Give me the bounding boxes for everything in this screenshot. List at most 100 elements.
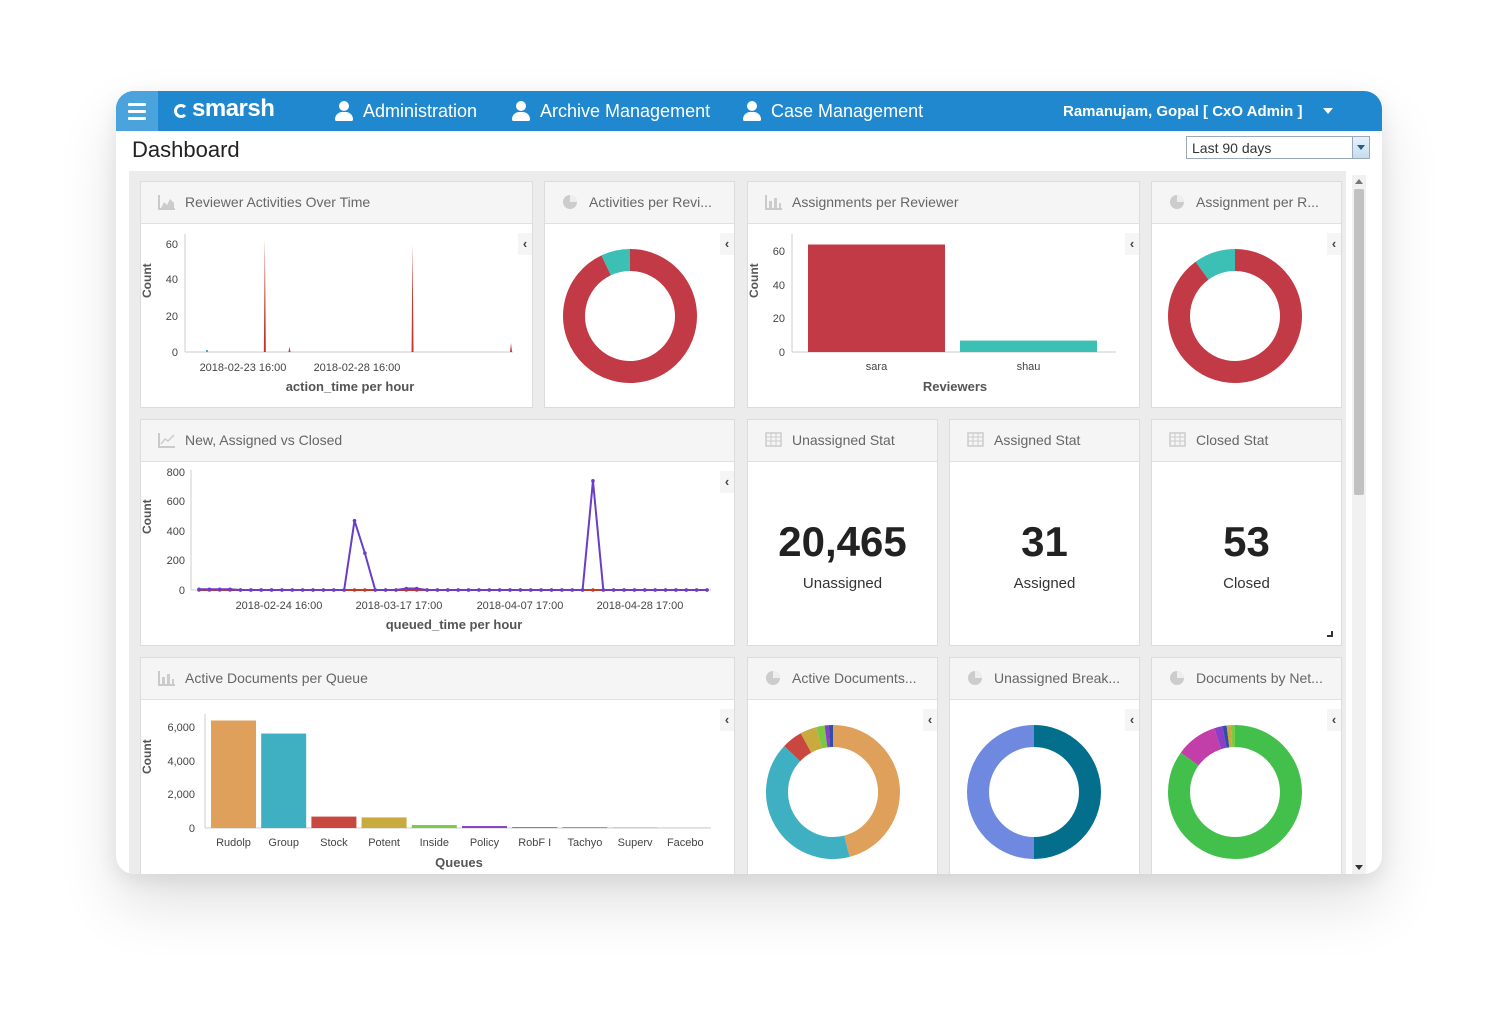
date-range-select[interactable]: Last 90 days [1186,136,1370,159]
data-point[interactable] [684,588,689,592]
data-point[interactable] [249,588,253,592]
data-point[interactable] [705,588,709,592]
collapse-chevron-icon[interactable]: ‹ [720,233,734,255]
area-spike[interactable] [411,244,414,352]
donut-slice[interactable] [1033,725,1101,859]
scroll-up-arrow-icon[interactable] [1355,179,1363,184]
data-point[interactable] [611,588,616,592]
data-point[interactable] [373,588,378,592]
donut-slice[interactable] [1214,726,1227,750]
data-point[interactable] [591,588,595,592]
nav-administration[interactable]: Administration [334,91,477,131]
caret-down-icon[interactable] [1323,108,1333,114]
data-point[interactable] [622,588,626,592]
data-point[interactable] [342,588,346,592]
data-point[interactable] [549,588,554,592]
data-point[interactable] [280,588,284,592]
area-spike[interactable] [263,238,266,352]
user-menu[interactable]: Ramanujam, Gopal [ CxO Admin ] [1063,102,1303,120]
data-point[interactable] [404,586,409,591]
data-point[interactable] [508,588,512,592]
bar[interactable] [808,244,945,352]
data-point[interactable] [435,588,440,592]
data-point[interactable] [663,588,668,592]
donut-slice[interactable] [1168,249,1302,383]
data-point[interactable] [674,588,678,592]
data-point[interactable] [466,588,471,592]
data-point[interactable] [632,588,637,592]
donut-slice[interactable] [1195,249,1236,280]
data-point[interactable] [311,588,315,592]
bar[interactable] [562,827,608,828]
data-point[interactable] [456,588,460,592]
data-point[interactable] [570,588,575,592]
data-point[interactable] [259,588,264,592]
data-point[interactable] [321,588,326,592]
data-point[interactable] [197,587,201,592]
area-spike[interactable] [288,346,291,352]
data-point[interactable] [591,479,595,483]
data-point[interactable] [363,588,367,592]
donut-slice[interactable] [1168,725,1302,859]
collapse-chevron-icon[interactable]: ‹ [1125,233,1139,255]
bar[interactable] [211,720,256,828]
nav-case-management[interactable]: Case Management [742,91,923,131]
data-point[interactable] [352,588,357,592]
data-point[interactable] [290,588,295,592]
data-point[interactable] [300,588,305,592]
data-point[interactable] [207,587,212,592]
data-point[interactable] [642,588,647,592]
data-point[interactable] [539,588,543,592]
scroll-down-arrow-icon[interactable] [1355,865,1363,870]
data-point[interactable] [363,551,367,555]
vertical-scrollbar[interactable] [1352,175,1366,874]
data-point[interactable] [238,588,243,592]
data-point[interactable] [601,588,606,592]
data-point[interactable] [352,518,357,523]
collapse-chevron-icon[interactable]: ‹ [1327,233,1341,255]
bar[interactable] [512,827,558,828]
donut-slice[interactable] [784,733,812,762]
dropdown-arrow-icon[interactable] [1352,137,1369,158]
area-spike[interactable] [510,343,512,352]
collapse-chevron-icon[interactable]: ‹ [720,709,734,731]
data-point[interactable] [269,588,274,592]
collapse-chevron-icon[interactable]: ‹ [923,709,937,731]
collapse-chevron-icon[interactable]: ‹ [1125,709,1139,731]
data-point[interactable] [528,588,533,592]
bar[interactable] [960,340,1097,352]
scroll-thumb[interactable] [1354,189,1364,495]
data-point[interactable] [228,587,232,592]
donut-slice[interactable] [800,727,823,753]
data-point[interactable] [580,588,585,592]
donut-slice[interactable] [1222,725,1230,748]
nav-archive-management[interactable]: Archive Management [511,91,710,131]
donut-slice[interactable] [563,249,697,383]
donut-slice[interactable] [601,249,631,276]
bar[interactable] [662,827,708,828]
collapse-chevron-icon[interactable]: ‹ [720,471,734,493]
data-point[interactable] [497,588,502,592]
series-line[interactable] [199,480,707,591]
data-point[interactable] [394,588,398,592]
data-point[interactable] [560,588,564,592]
bar[interactable] [612,827,658,828]
data-point[interactable] [383,588,388,592]
donut-slice[interactable] [766,746,850,859]
resize-handle-icon[interactable] [1327,631,1333,637]
hamburger-menu-icon[interactable] [116,91,158,131]
data-point[interactable] [414,586,419,591]
collapse-chevron-icon[interactable]: ‹ [1327,709,1341,731]
donut-slice[interactable] [816,725,828,749]
data-point[interactable] [331,588,336,592]
data-point[interactable] [477,588,481,592]
donut-slice[interactable] [967,725,1035,859]
data-point[interactable] [487,588,492,592]
collapse-chevron-icon[interactable]: ‹ [518,233,532,255]
data-point[interactable] [518,588,523,592]
area-spike[interactable] [206,350,208,352]
donut-slice[interactable] [1180,728,1222,766]
bar[interactable] [411,825,457,828]
data-point[interactable] [694,588,699,592]
data-point[interactable] [446,588,450,592]
